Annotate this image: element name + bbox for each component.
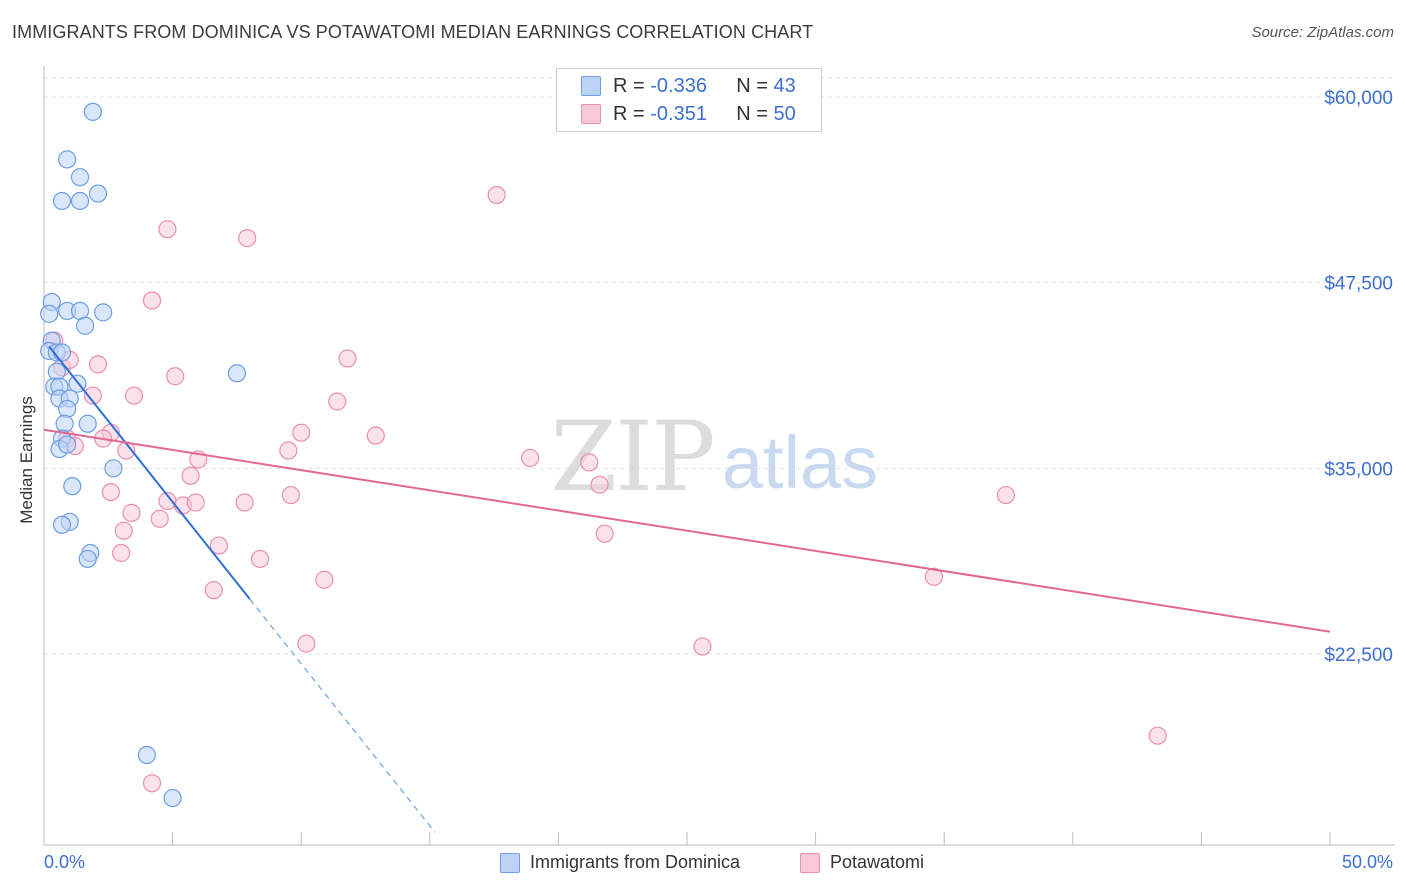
bottom-legend-label-dominica: Immigrants from Dominica	[530, 852, 741, 872]
point-potawatomi	[112, 543, 131, 563]
watermark-zip: ZIP	[550, 401, 713, 513]
bottom-legend-swatch-dominica	[500, 852, 520, 873]
point-dominica	[52, 343, 72, 362]
point-potawatomi	[281, 485, 301, 505]
point-potawatomi	[328, 392, 347, 411]
legend-r-label: R =	[613, 74, 645, 97]
point-dominica	[78, 414, 97, 433]
y-tick-label: $47,500	[1324, 274, 1393, 295]
point-potawatomi	[1148, 726, 1167, 745]
legend-n-label: N =	[736, 74, 768, 97]
point-potawatomi	[150, 509, 169, 528]
point-potawatomi	[122, 503, 141, 522]
x-tick-label-max: 50.0%	[1342, 852, 1393, 872]
point-dominica	[227, 364, 246, 383]
point-potawatomi	[124, 386, 144, 405]
point-potawatomi	[279, 441, 298, 460]
x-tick-label-min: 0.0%	[44, 852, 85, 872]
point-potawatomi	[590, 475, 609, 494]
point-potawatomi	[487, 185, 506, 205]
point-dominica	[163, 788, 182, 808]
legend-row-dominica: R = -0.336 N = 43	[581, 73, 796, 99]
point-potawatomi	[297, 634, 316, 653]
point-dominica	[76, 316, 95, 335]
point-potawatomi	[366, 426, 385, 445]
point-dominica	[137, 745, 156, 765]
point-potawatomi	[209, 536, 228, 555]
point-potawatomi	[595, 524, 614, 543]
bottom-legend-label-potawatomi: Potawatomi	[830, 852, 925, 872]
point-potawatomi	[292, 423, 311, 442]
y-tick-label: $35,000	[1324, 459, 1393, 480]
trend-line-dominica	[48, 345, 251, 600]
legend-n-value-potawatomi: 50	[773, 102, 796, 125]
point-potawatomi	[693, 637, 712, 656]
point-potawatomi	[186, 493, 205, 512]
source-label: Source: ZipAtlas.com	[1251, 24, 1394, 41]
chart-title: IMMIGRANTS FROM DOMINICA VS POTAWATOMI M…	[12, 22, 814, 42]
point-potawatomi	[338, 349, 357, 368]
point-potawatomi	[238, 229, 257, 248]
point-potawatomi	[521, 448, 540, 468]
point-dominica	[63, 477, 82, 496]
legend-swatch-potawatomi	[581, 104, 601, 124]
point-dominica	[58, 150, 77, 169]
point-potawatomi	[181, 466, 200, 485]
legend-swatch-dominica	[581, 76, 601, 96]
point-dominica	[104, 459, 123, 478]
point-potawatomi	[88, 355, 108, 374]
point-potawatomi	[166, 367, 185, 386]
point-dominica	[70, 168, 90, 187]
point-dominica	[70, 191, 90, 211]
bottom-legend-dominica: Immigrants from Dominica	[500, 852, 740, 873]
legend-row-potawatomi: R = -0.351 N = 50	[581, 101, 796, 127]
point-potawatomi	[142, 774, 162, 793]
point-dominica	[94, 303, 113, 322]
trend-line-potawatomi	[43, 428, 1331, 633]
point-dominica	[55, 414, 74, 433]
y-tick-label: $22,500	[1324, 645, 1393, 666]
point-dominica	[47, 362, 66, 381]
gridlines	[44, 77, 1395, 655]
legend-r-value-potawatomi: -0.351	[650, 102, 707, 125]
point-dominica	[52, 515, 72, 534]
axes	[43, 66, 1395, 846]
point-potawatomi	[101, 482, 120, 502]
series-potawatomi	[45, 185, 1167, 793]
point-potawatomi	[580, 453, 599, 472]
watermark-atlas: atlas	[722, 421, 878, 504]
point-potawatomi	[996, 485, 1016, 505]
point-potawatomi	[142, 291, 162, 310]
point-potawatomi	[235, 493, 254, 512]
point-dominica	[88, 184, 108, 203]
y-tick-label: $60,000	[1324, 88, 1393, 109]
point-potawatomi	[924, 567, 944, 586]
legend-r-value-dominica: -0.336	[650, 74, 707, 97]
point-dominica	[40, 304, 59, 323]
stats-legend: R = -0.336 N = 43 R = -0.351 N = 50	[556, 68, 822, 132]
trend-line-dominica-extension	[249, 598, 436, 833]
bottom-legend-potawatomi: Potawatomi	[800, 852, 924, 873]
point-potawatomi	[158, 220, 177, 239]
point-dominica	[58, 399, 77, 419]
watermark: ZIP atlas	[550, 401, 878, 513]
point-dominica	[83, 102, 102, 121]
point-potawatomi	[204, 581, 223, 600]
series-dominica	[40, 102, 246, 808]
legend-n-value-dominica: 43	[773, 74, 796, 97]
trend-lines	[43, 345, 1331, 833]
point-dominica	[52, 191, 72, 211]
point-dominica	[78, 549, 97, 569]
point-potawatomi	[83, 386, 102, 405]
tick-labels: $22,500 $35,000 $47,500 $60,000 0.0% 50.0%	[44, 88, 1393, 872]
point-potawatomi	[250, 549, 270, 569]
bottom-legend-swatch-potawatomi	[800, 852, 820, 873]
legend-r-label: R =	[613, 102, 645, 125]
point-potawatomi	[315, 570, 334, 589]
point-potawatomi	[114, 521, 133, 540]
legend-n-label: N =	[736, 102, 768, 125]
point-dominica	[58, 435, 77, 454]
